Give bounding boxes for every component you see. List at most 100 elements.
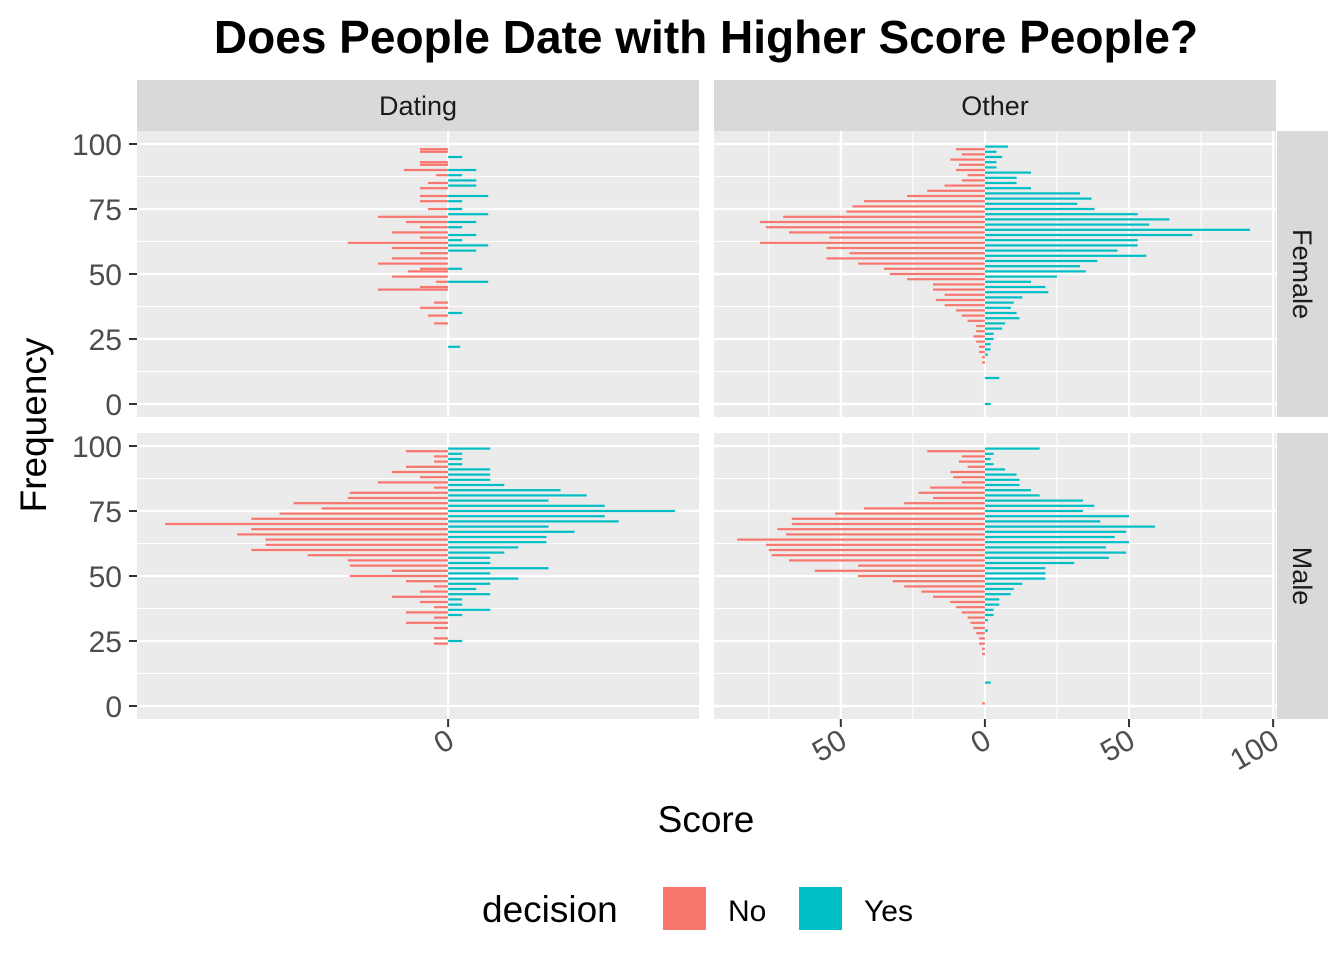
bar-yes [984,202,1078,205]
chart-title: Does People Date with Higher Score Peopl… [214,11,1198,63]
bar-no [237,533,449,536]
bar-no [904,502,985,505]
y-axis-title: Frequency [13,337,54,512]
bar-yes [448,541,547,544]
bar-yes [984,525,1155,528]
bar-no [921,590,985,593]
bar-no [420,200,449,203]
bar-no [405,580,449,583]
bar-yes [984,515,1130,518]
bar-yes [448,567,549,570]
bar-yes [984,473,1017,476]
bar-no [826,257,985,260]
legend-label-yes: Yes [864,895,913,928]
bar-yes [448,577,519,580]
x-tick-label: 50 [807,723,852,768]
bar-yes [448,587,477,591]
bar-yes [984,296,1023,299]
bar-yes [448,551,505,554]
strip-female-bg [1277,131,1328,417]
bar-yes [448,546,519,549]
bar-yes [984,161,997,164]
bar-no [420,150,449,153]
y-tick-label: 75 [89,496,122,529]
x-axis-dating: 0 [429,719,460,760]
bar-no [967,465,985,468]
bar-no [958,460,985,463]
bar-no [428,314,449,317]
bar-no [973,335,985,338]
bar-yes [984,228,1251,231]
bar-no [783,215,985,218]
bar-yes [448,561,491,565]
bar-yes [448,489,561,492]
bar-yes [448,468,491,471]
bar-no [251,528,449,531]
bar-no [976,632,985,635]
bar-yes [984,218,1170,221]
bar-no [765,543,985,546]
bar-yes [984,280,1032,283]
bar-no [428,181,449,185]
bar-no [933,288,985,291]
bar-no [405,621,449,624]
bar-no [420,236,449,239]
bar-no [293,502,449,505]
bar-no [434,626,449,630]
bar-no [967,319,985,322]
bar-yes [448,213,489,216]
bar-no [349,491,449,494]
bar-yes [448,556,491,559]
bar-no [405,450,449,453]
legend-swatch-no [663,887,706,930]
strip-dating-bg [137,80,699,131]
bar-no [391,246,449,250]
bar-yes [984,176,1017,179]
y-axis-top: 0 25 50 75 100 [72,129,137,422]
y-tick-label: 25 [89,626,122,659]
bar-no [956,168,985,172]
bar-no [768,548,985,552]
bar-no [846,210,985,213]
bar-no [391,231,449,234]
bar-yes [984,311,1017,315]
legend: decision No Yes [482,887,913,930]
bar-no [904,585,985,588]
bar-no [852,205,985,208]
bar-no [434,606,449,609]
bar-yes [984,535,1115,539]
bar-no [420,194,449,198]
y-axis-bottom: 0 25 50 75 100 [72,431,137,724]
bar-no [950,158,985,161]
bar-no [405,220,449,224]
bar-yes [984,629,988,632]
bar-no [737,538,985,541]
bar-no [944,293,985,296]
bar-no [420,590,449,593]
bar-yes [448,200,463,203]
bar-no [391,595,449,598]
bar-no [347,496,449,500]
bar-no [858,262,985,265]
bar-no [961,455,985,458]
bar-yes [984,402,991,406]
bar-yes [984,150,997,153]
bar-yes [448,457,463,461]
bar-no [434,460,449,463]
y-tick-label: 50 [89,561,122,594]
bar-yes [448,220,477,224]
bar-no [436,174,449,177]
bar-no [436,280,449,283]
bar-yes [448,499,549,502]
bar-yes [448,582,491,585]
y-tick-label: 0 [105,691,122,724]
bar-no [927,189,985,192]
bar-yes [984,541,1130,544]
bar-no [814,569,985,572]
bar-yes [984,489,1032,492]
bar-no [849,252,985,255]
bar-no [788,559,985,562]
bar-no [777,528,985,531]
bar-no [407,270,449,273]
bar-no [979,642,985,645]
